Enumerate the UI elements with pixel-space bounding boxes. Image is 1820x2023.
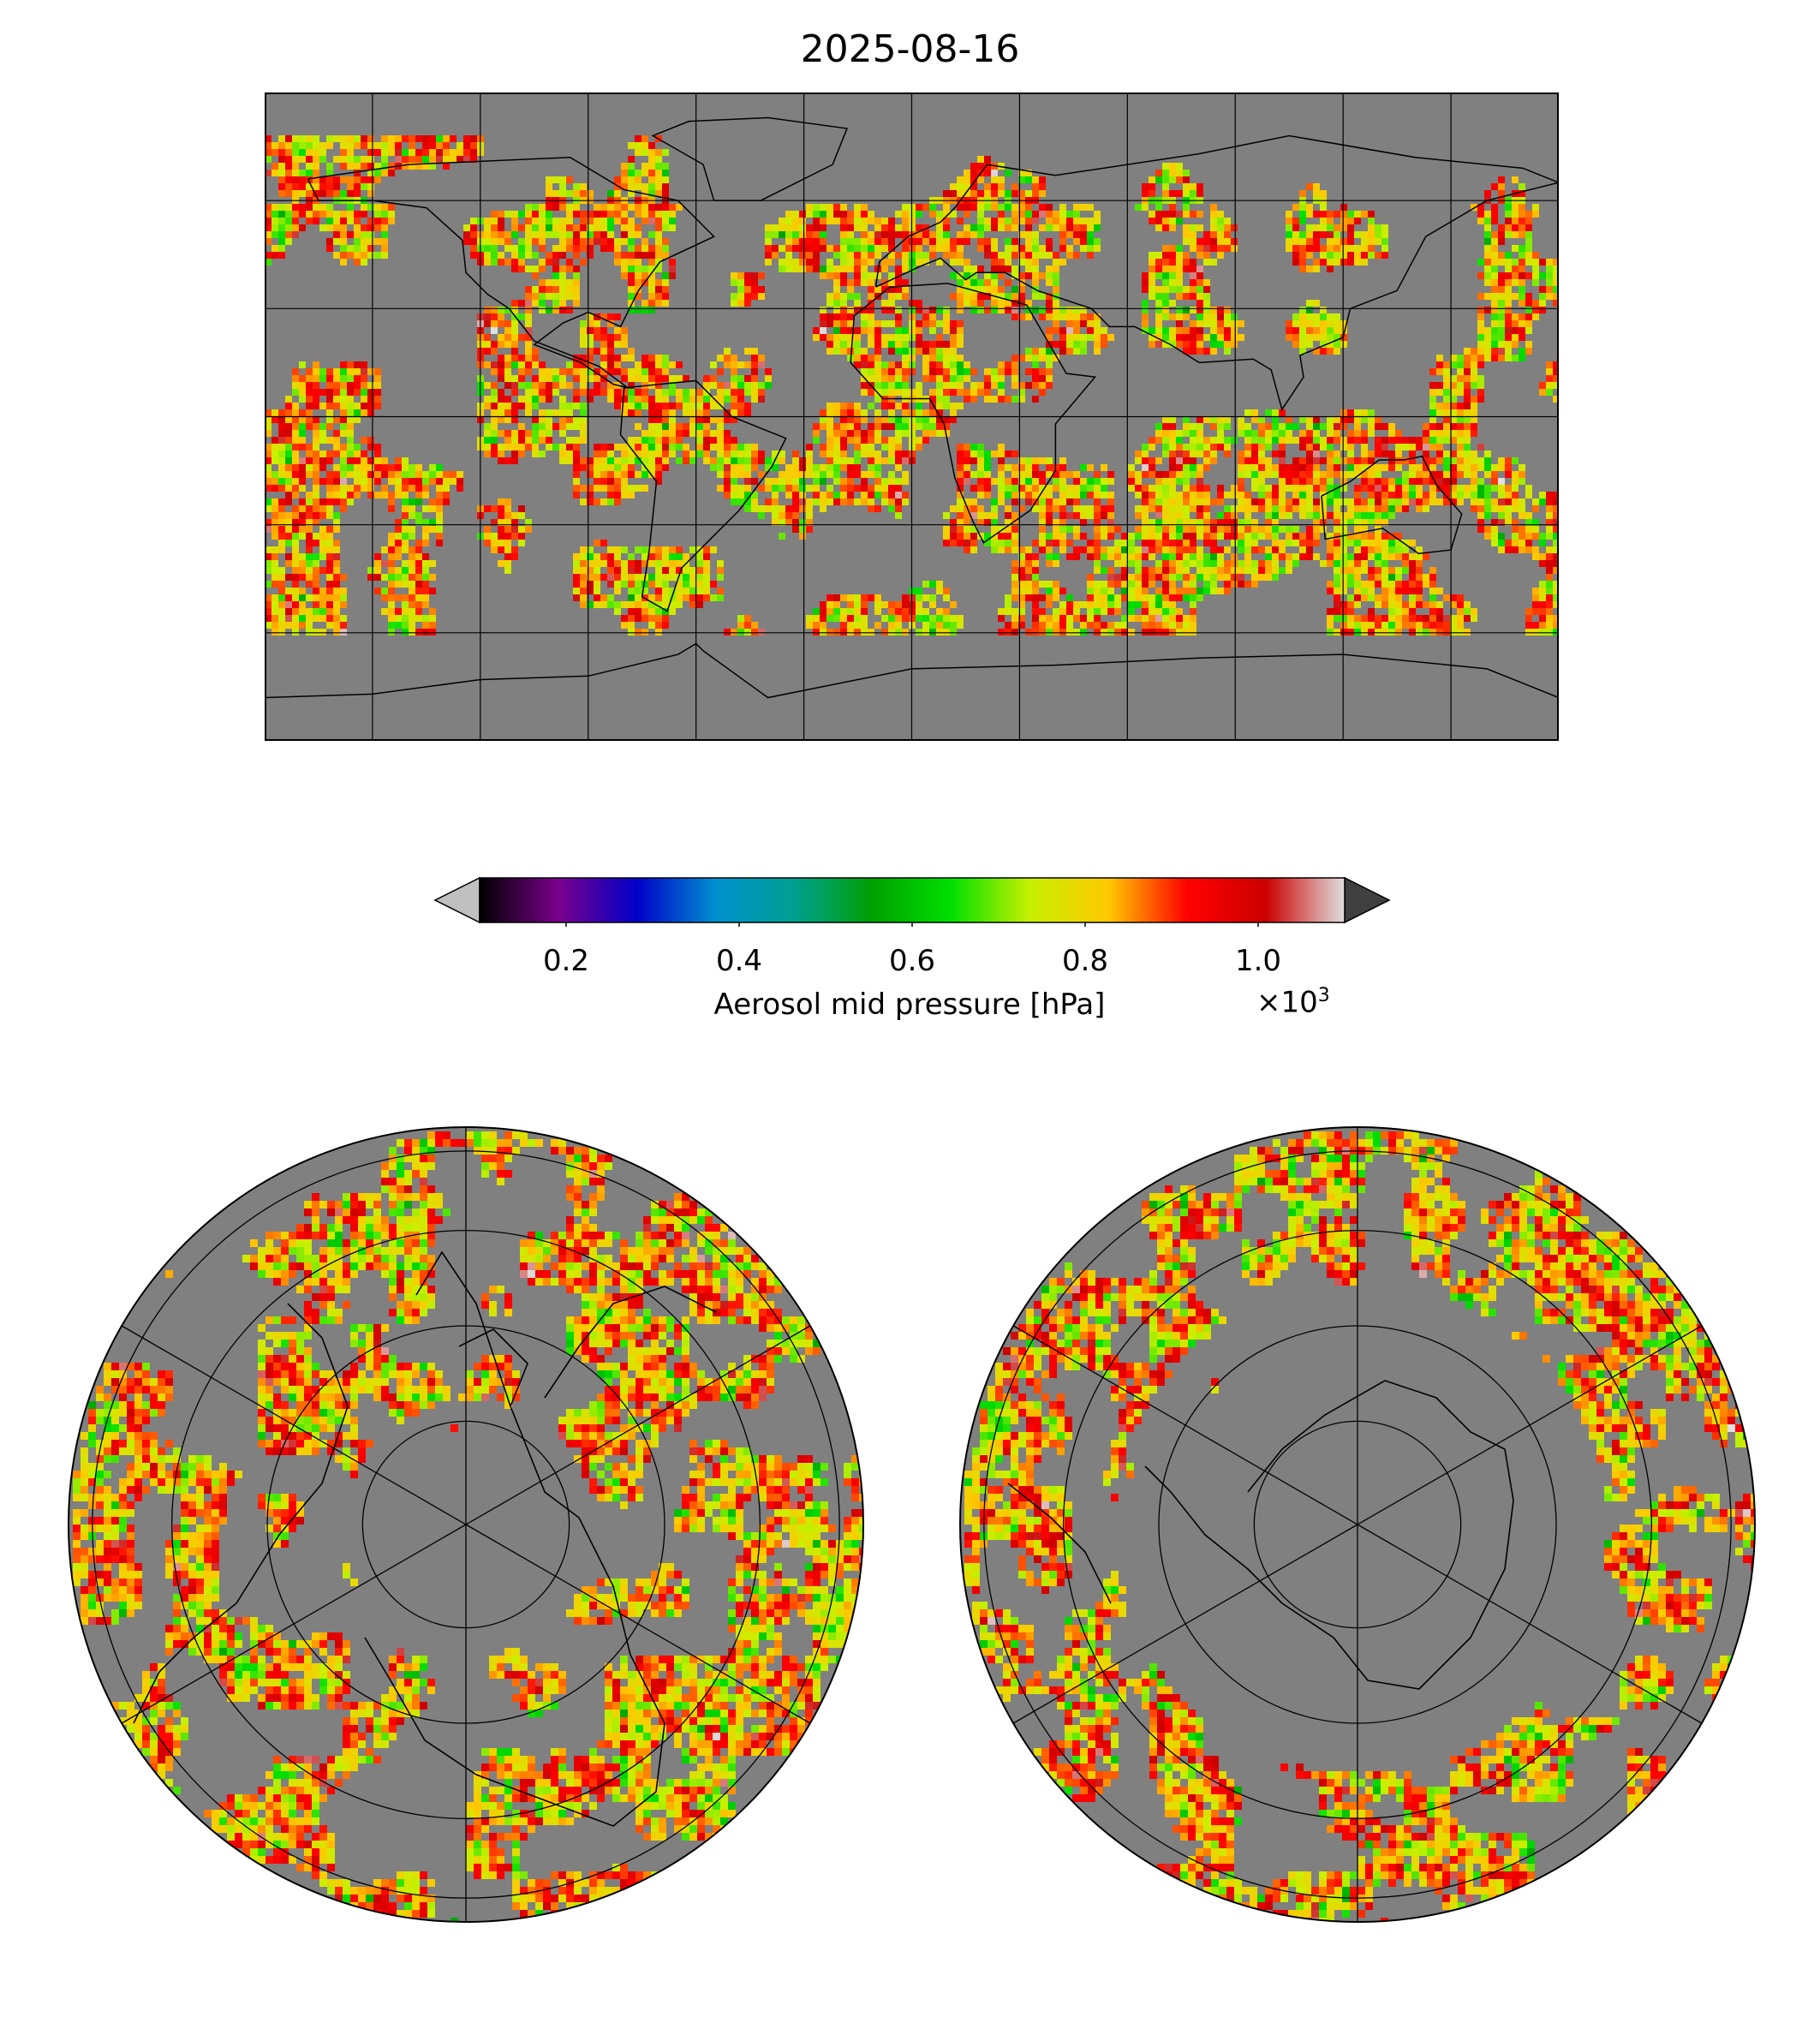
north-meridian-line: [465, 1524, 811, 1724]
south-meridian-line: [1012, 1325, 1358, 1525]
south-map-frame: [959, 1126, 1756, 1923]
south-polar-map: [959, 1126, 1756, 1923]
south-meridian-line: [1357, 1524, 1703, 1724]
colorbar-over-extension: [1344, 876, 1391, 924]
north-polar-map: [68, 1126, 864, 1923]
colorbar-label: Aerosol mid pressure [hPa]: [713, 988, 1106, 1022]
colorbar: [433, 876, 1391, 927]
south-coastline: [1007, 1380, 1514, 1690]
antarctica-coastline: [265, 642, 1559, 699]
colorbar-under-extension: [433, 876, 480, 924]
colorbar-gradient: [479, 877, 1346, 923]
south-america-coastline: [619, 379, 787, 612]
north-map-frame: [68, 1126, 864, 1923]
colorbar-tick-label: 1.0: [1234, 944, 1282, 978]
global-map: [265, 92, 1559, 741]
colorbar-multiplier-exponent: 3: [1317, 985, 1330, 1006]
south-meridian-line: [1012, 1524, 1358, 1724]
global-graticule: [265, 92, 1559, 741]
colorbar-tick-label: 0.8: [1061, 944, 1109, 978]
colorbar-multiplier-base: ×10: [1256, 985, 1318, 1020]
north-meridian-line: [121, 1524, 467, 1724]
colorbar-multiplier: ×103: [1256, 985, 1330, 1019]
colorbar-tick-label: 0.4: [715, 944, 763, 978]
north-meridian-line: [465, 1325, 811, 1525]
greenland-coastline: [651, 116, 849, 201]
colorbar-tick-label: 0.2: [542, 944, 590, 978]
figure-title: 2025-08-16: [800, 27, 1020, 71]
north-coastline: [133, 1250, 717, 1827]
australia-coastline: [1321, 455, 1463, 555]
south-meridian-line: [1357, 1325, 1703, 1525]
global-aerosol-field: [265, 135, 1559, 636]
global-map-frame: [265, 92, 1559, 741]
colorbar-tick-label: 0.6: [888, 944, 936, 978]
africa-coastline: [850, 283, 1097, 544]
north-meridian-line: [121, 1325, 467, 1525]
